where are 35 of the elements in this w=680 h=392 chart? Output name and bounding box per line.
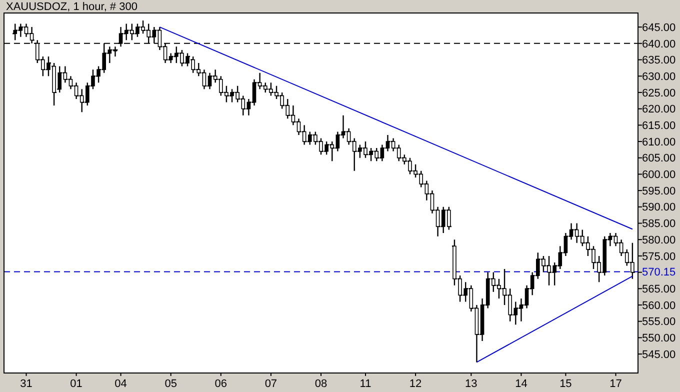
x-tick-label: 08 xyxy=(314,378,328,390)
x-tick-label: 01 xyxy=(70,378,82,390)
y-tick-label: 630.00 xyxy=(642,70,676,83)
x-tick-label: 17 xyxy=(610,378,622,390)
y-tick-label: 555.00 xyxy=(642,316,676,328)
y-tick-label: 575.00 xyxy=(642,250,676,263)
y-tick-label: 600.00 xyxy=(642,169,676,182)
x-tick-label: 07 xyxy=(264,378,278,390)
x-tick-label: 13 xyxy=(465,378,478,390)
y-tick-label: 620.00 xyxy=(642,104,676,116)
y-tick-label: 545.00 xyxy=(642,348,676,361)
y-tick-label: 625.00 xyxy=(642,87,676,100)
y-tick-label: 595.00 xyxy=(642,185,676,198)
chart-title: XAUUSDOZ, 1 hour, # 300 xyxy=(6,1,138,13)
x-tick-label: 06 xyxy=(214,378,228,390)
y-tick-label: 635.00 xyxy=(642,54,676,67)
y-tick-label: 580.00 xyxy=(642,234,676,246)
y-tick-label: 590.00 xyxy=(642,202,676,214)
x-tick-label: 14 xyxy=(515,378,528,390)
y-tick-label: 585.00 xyxy=(642,218,676,230)
x-tick-label: 12 xyxy=(409,378,422,390)
y-tick-label: 550.00 xyxy=(642,332,676,345)
y-tick-label: 565.00 xyxy=(642,283,676,296)
y-tick-label: 560.00 xyxy=(642,300,676,312)
ref-line-label: 570.15 xyxy=(642,266,676,279)
y-tick-label: 645.00 xyxy=(642,22,676,34)
x-tick-label: 15 xyxy=(560,378,572,390)
y-tick-label: 610.00 xyxy=(642,136,676,148)
x-tick-label: 31 xyxy=(20,378,32,390)
y-tick-label: 640.00 xyxy=(642,38,676,50)
x-tick-label: 11 xyxy=(360,378,372,390)
x-tick-label: 05 xyxy=(164,378,177,390)
y-tick-label: 605.00 xyxy=(642,152,676,165)
x-tick-label: 04 xyxy=(114,378,127,390)
y-tick-label: 615.00 xyxy=(642,120,676,132)
